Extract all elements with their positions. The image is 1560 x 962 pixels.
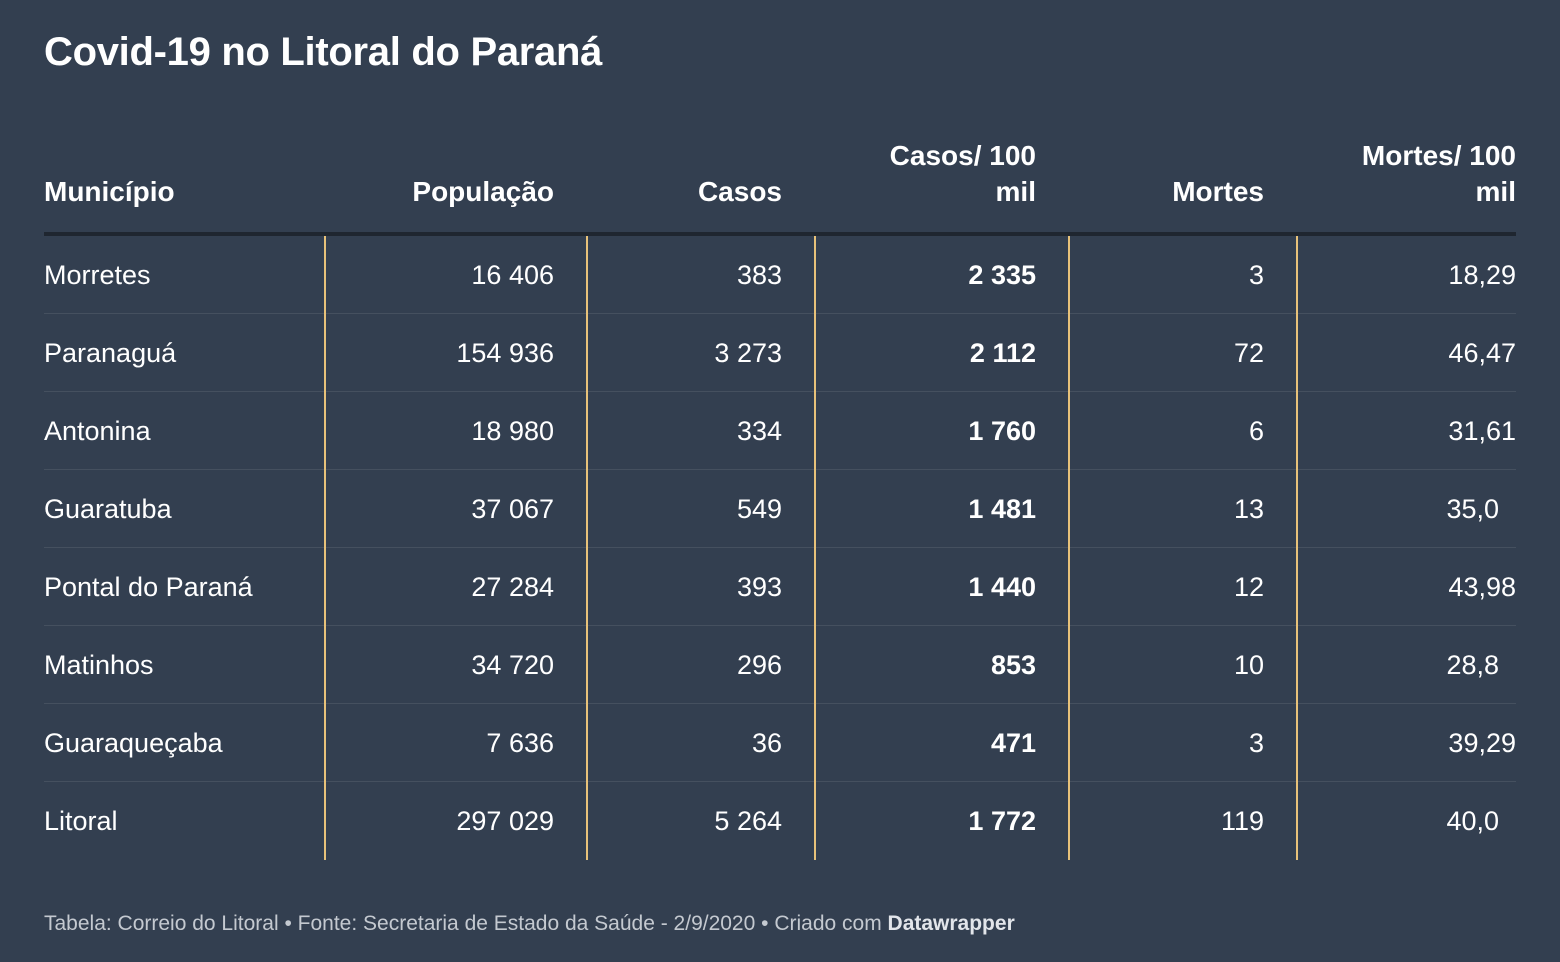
cell-casos-100mil: 471	[990, 728, 1036, 758]
cell-municipio: Guaraqueçaba	[44, 728, 223, 758]
cell-casos: 549	[736, 494, 782, 524]
cell-casos: 36	[751, 728, 782, 758]
table-row: Guaraqueçaba 7 636 36 471 3 39,29	[44, 704, 1516, 782]
table-header: Município População Casos Casos/ 100 mil…	[44, 140, 1516, 236]
header-populacao[interactable]: População	[412, 176, 554, 207]
header-municipio[interactable]: Município	[44, 176, 175, 207]
page-title: Covid-19 no Litoral do Paraná	[44, 30, 603, 74]
cell-populacao: 297 029	[456, 806, 554, 836]
cell-casos: 296	[736, 650, 782, 680]
cell-mortes: 10	[1233, 650, 1264, 680]
cell-municipio: Paranaguá	[44, 338, 177, 368]
cell-municipio: Matinhos	[44, 650, 154, 680]
cell-casos: 3 273	[714, 338, 782, 368]
cell-mortes-100mil: 40,0	[1446, 806, 1499, 836]
cell-municipio: Pontal do Paraná	[44, 572, 253, 602]
cell-mortes: 3	[1248, 728, 1264, 758]
cell-mortes: 119	[1220, 806, 1264, 836]
cell-mortes: 13	[1233, 494, 1264, 524]
cell-mortes-100mil: 31,61	[1448, 416, 1516, 446]
cell-casos-100mil: 1 760	[968, 416, 1036, 446]
column-divider	[1296, 236, 1298, 860]
cell-casos-100mil: 1 440	[968, 572, 1036, 602]
footer-brand-link[interactable]: Datawrapper	[887, 912, 1015, 935]
cell-mortes-100mil: 39,29	[1448, 728, 1516, 758]
cell-populacao: 16 406	[471, 260, 554, 290]
column-divider	[1068, 236, 1070, 860]
cell-casos: 383	[736, 260, 782, 290]
cell-mortes-100mil: 28,8	[1446, 650, 1499, 680]
column-divider	[324, 236, 326, 860]
cell-mortes: 72	[1233, 338, 1264, 368]
table-row: Paranaguá 154 936 3 273 2 112 72 46,47	[44, 314, 1516, 392]
cell-mortes-100mil: 43,98	[1448, 572, 1516, 602]
data-table: Município População Casos Casos/ 100 mil…	[44, 140, 1516, 860]
table-row: Guaratuba 37 067 549 1 481 13 35,0	[44, 470, 1516, 548]
cell-populacao: 18 980	[471, 416, 554, 446]
table-row: Morretes 16 406 383 2 335 3 18,29	[44, 236, 1516, 314]
cell-casos-100mil: 1 772	[968, 806, 1036, 836]
cell-populacao: 37 067	[471, 494, 554, 524]
header-casos[interactable]: Casos	[697, 176, 782, 207]
cell-casos-100mil: 2 112	[969, 338, 1036, 368]
header-casos-100mil[interactable]: Casos/ 100 mil	[889, 140, 1036, 207]
footer-source: Tabela: Correio do Litoral • Fonte: Secr…	[44, 912, 888, 935]
table-row: Antonina 18 980 334 1 760 6 31,61	[44, 392, 1516, 470]
cell-casos: 393	[736, 572, 782, 602]
column-divider	[814, 236, 816, 860]
cell-casos-100mil: 853	[990, 650, 1036, 680]
cell-mortes: 6	[1248, 416, 1264, 446]
cell-casos: 5 264	[714, 806, 782, 836]
cell-populacao: 34 720	[471, 650, 554, 680]
footer-credits: Tabela: Correio do Litoral • Fonte: Secr…	[44, 912, 1015, 936]
table-row: Matinhos 34 720 296 853 10 28,8	[44, 626, 1516, 704]
column-divider	[586, 236, 588, 860]
header-mortes-100mil[interactable]: Mortes/ 100 mil	[1361, 140, 1516, 207]
table-row: Pontal do Paraná 27 284 393 1 440 12 43,98	[44, 548, 1516, 626]
cell-mortes: 12	[1233, 572, 1264, 602]
cell-municipio: Guaratuba	[44, 494, 172, 524]
table-row: Litoral 297 029 5 264 1 772 119 40,0	[44, 782, 1516, 860]
cell-populacao: 154 936	[456, 338, 554, 368]
header-mortes[interactable]: Mortes	[1172, 176, 1264, 207]
cell-populacao: 27 284	[471, 572, 554, 602]
cell-populacao: 7 636	[486, 728, 554, 758]
cell-municipio: Litoral	[44, 806, 118, 836]
cell-casos-100mil: 2 335	[968, 260, 1036, 290]
cell-municipio: Morretes	[44, 260, 151, 290]
cell-mortes-100mil: 18,29	[1448, 260, 1516, 290]
cell-mortes-100mil: 35,0	[1446, 494, 1499, 524]
cell-mortes: 3	[1248, 260, 1264, 290]
table-body: Morretes 16 406 383 2 335 3 18,29 Paranaguá 154…	[44, 236, 1516, 860]
cell-casos: 334	[736, 416, 782, 446]
cell-municipio: Antonina	[44, 416, 151, 446]
cell-casos-100mil: 1 481	[968, 494, 1036, 524]
cell-mortes-100mil: 46,47	[1448, 338, 1516, 368]
